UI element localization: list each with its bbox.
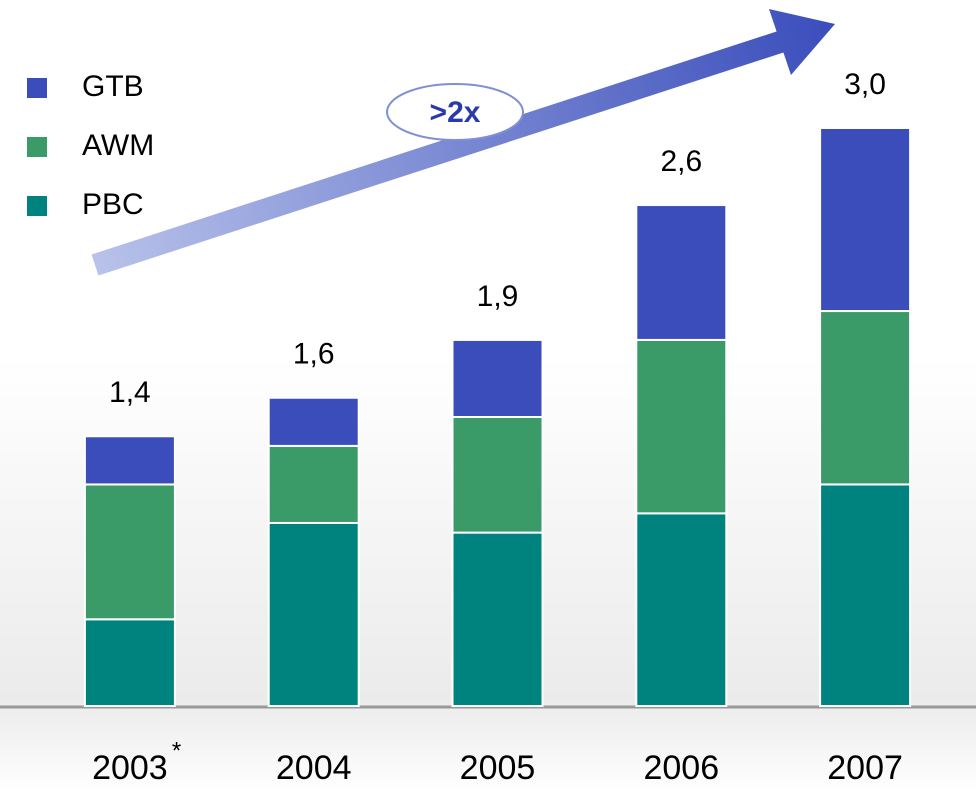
growth-arrow [91,9,836,276]
bar-segment [267,521,360,708]
total-label: 2,6 [660,145,702,178]
bar-segment [83,618,176,707]
total-label: 1,4 [109,376,151,409]
bar-segment [83,435,176,486]
bar-segment [819,127,912,313]
x-tick-label: 2006 [643,749,719,787]
bar-segment [267,444,360,524]
legend-swatch [27,137,47,157]
annotation: >2x [430,96,481,129]
legend-swatch [27,78,47,98]
bar-segment [635,512,728,707]
bar-segment [819,483,912,707]
bar-segment [635,204,728,341]
x-tick-label: 2004 [276,749,352,787]
legend-label: PBC [82,188,144,221]
bar-segment [267,396,360,447]
bar-segment [451,338,544,418]
total-label: 1,9 [477,280,519,313]
bar-segment [451,531,544,707]
x-tick-label: 2005 [460,749,536,787]
annotation-bubble [386,83,524,141]
legend-label: AWM [82,129,154,162]
bar-segment [635,338,728,515]
total-label: 1,6 [293,338,335,371]
legend-swatch [27,196,47,216]
bar-segment [83,483,176,621]
total-label: 3,0 [844,68,886,101]
bar-segment [451,416,544,534]
x-tick-label: 2003 [92,749,168,787]
bar-segment [819,310,912,486]
footnote-mark: * [172,737,181,764]
x-tick-label: 2007 [827,749,903,787]
legend-label: GTB [82,70,144,103]
